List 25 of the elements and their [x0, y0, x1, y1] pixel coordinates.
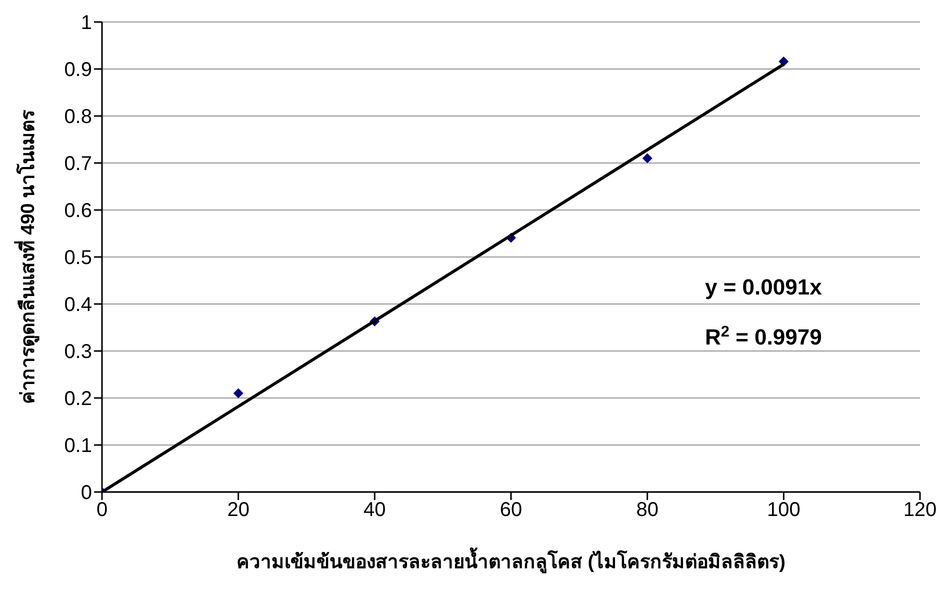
- y-tick-label: 0.8: [64, 106, 92, 128]
- x-tick-label: 80: [636, 499, 658, 522]
- y-tick-label: 1: [80, 12, 92, 34]
- annotation: R$^{2}$ = 0.9979: [705, 323, 822, 350]
- point: [778, 56, 789, 66]
- point: [233, 388, 244, 398]
- y-tick-label: 0.2: [64, 388, 92, 410]
- x-axis-title: ความเข้มข้นของสารละลายน้ำตาลกลูโคส (ไมโครกรัมต่อมิลลิลิตร): [236, 547, 786, 574]
- annotation: y = 0.0091x: [705, 274, 823, 300]
- x-tick-label: 40: [364, 499, 386, 522]
- y-tick-label: 0.4: [64, 294, 92, 316]
- x-tick-label: 0: [96, 499, 108, 522]
- y-tick-label: 0.6: [64, 200, 92, 222]
- y-tick-label: 0.3: [64, 341, 92, 364]
- x-tick-label: 120: [903, 499, 937, 522]
- y-tick-label: 0: [80, 482, 92, 504]
- point: [642, 153, 652, 164]
- y-tick-label: 0.9: [64, 59, 92, 82]
- x-tick-label: 60: [500, 499, 522, 522]
- x-tick-label: 20: [227, 499, 250, 522]
- y-tick-label: 0.7: [64, 153, 92, 176]
- x-tick-label: 100: [766, 499, 800, 522]
- y-axis-title: ค่าการดูดกลืนแสงที่ 490 นาโนเมตร: [14, 108, 40, 404]
- y-tick-label: 0.5: [64, 247, 92, 270]
- y-tick-label: 0.1: [64, 435, 92, 458]
